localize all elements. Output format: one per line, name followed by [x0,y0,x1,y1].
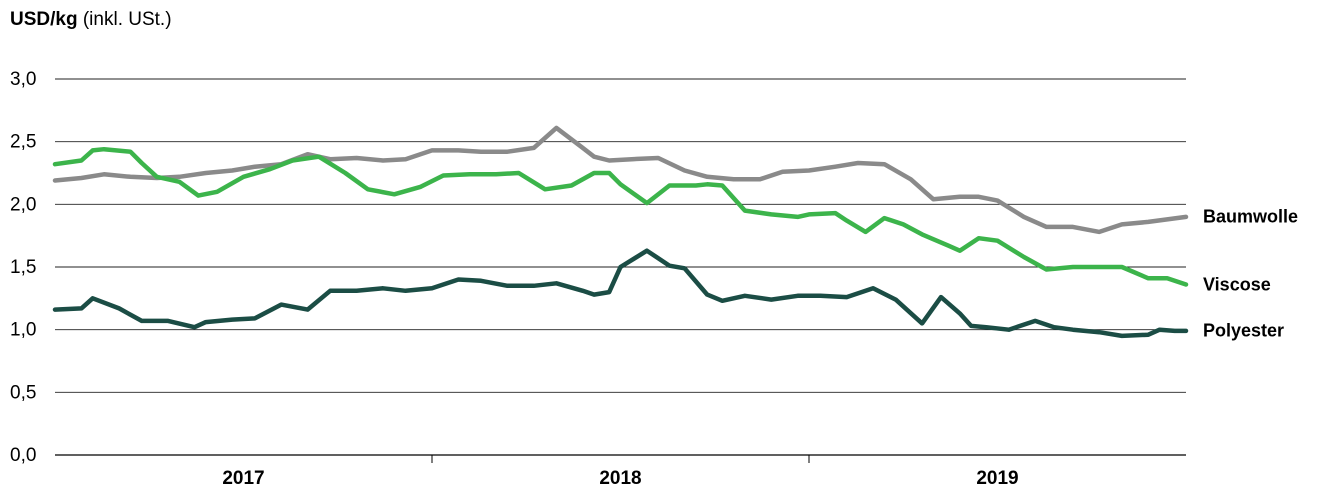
y-unit-note: (inkl. USt.) [77,9,172,30]
series-lines [52,125,1189,339]
y-tick-label: 2,0 [10,194,36,215]
series-label-viscose: Viscose [1203,274,1271,294]
y-tick-label: 0,0 [10,445,36,466]
y-tick-label: 3,0 [10,69,36,90]
x-tick-label: 2019 [976,468,1018,489]
y-tick-label: 1,5 [10,257,36,278]
y-tick-label: 2,5 [10,132,36,153]
y-axis-ticks: 0,0 0,5 1,0 1,5 2,0 2,5 3,0 [10,69,36,466]
y-tick-label: 1,0 [10,320,36,341]
x-tick-label: 2018 [599,468,641,489]
chart-title: USD/kg (inkl. USt.) [10,9,172,31]
y-unit-label: USD/kg [10,9,78,30]
series-line-polyester [52,248,1189,339]
series-label-polyester: Polyester [1203,321,1284,341]
x-axis: 2017 2018 2019 [222,455,1019,489]
x-tick-label: 2017 [222,468,264,489]
series-label-baumwolle: Baumwolle [1203,207,1298,227]
series-line-baumwolle [52,125,1189,235]
series-labels: Baumwolle Viscose Polyester [1203,207,1298,341]
y-tick-label: 0,5 [10,382,36,403]
series-line-viscose [52,146,1189,287]
